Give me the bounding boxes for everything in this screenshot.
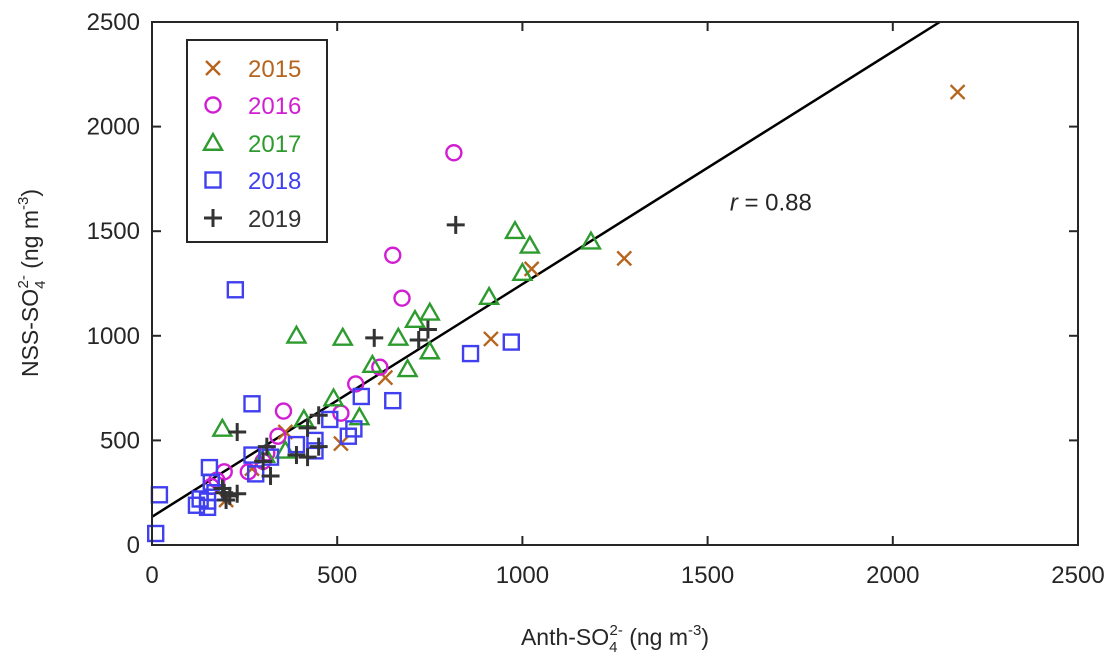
plot-area-frame: [151, 21, 1079, 546]
data-point-2019: [215, 483, 234, 502]
data-point-2015: [483, 331, 499, 347]
data-points-layer: [147, 84, 966, 543]
data-point-2016: [332, 404, 350, 422]
data-point-2018: [187, 496, 206, 514]
data-point-2018: [502, 333, 520, 351]
data-point-2017: [503, 219, 527, 240]
data-point-2017: [418, 340, 441, 360]
legend-label-2018: 2018: [248, 168, 301, 195]
x-axis-label: Anth-SO42- (ng m-3): [521, 622, 709, 656]
series-2015: [218, 84, 966, 508]
data-point-2017: [396, 357, 419, 378]
x-tick-label: 0: [145, 562, 158, 589]
legend-label-2017: 2017: [248, 131, 301, 158]
data-point-2019: [257, 437, 276, 456]
data-point-2019: [365, 328, 384, 347]
data-point-2017: [518, 234, 541, 254]
data-point-2019: [261, 466, 280, 485]
x-tick-label: 2000: [866, 562, 919, 589]
data-point-2018: [384, 391, 402, 410]
y-tick-label: 1000: [87, 323, 140, 350]
data-point-2017: [477, 285, 501, 306]
y-tick-label: 2500: [87, 9, 140, 36]
series-2017: [211, 219, 602, 463]
data-point-2015: [616, 250, 633, 267]
data-point-2018: [243, 395, 261, 413]
legend-marker-2015: [205, 60, 221, 76]
data-point-2019: [213, 479, 232, 498]
data-point-2019: [309, 406, 328, 425]
legend-markers: [201, 60, 225, 227]
data-point-2019: [409, 330, 428, 349]
y-axis-label: NSS-SO42- (ng m-3): [15, 189, 49, 377]
data-point-2018: [339, 427, 358, 445]
data-point-2016: [445, 144, 463, 162]
data-point-2016: [274, 402, 293, 420]
data-point-2018: [226, 281, 245, 299]
y-tick-label: 0: [127, 532, 140, 559]
data-point-2019: [298, 418, 317, 437]
data-point-2017: [579, 230, 602, 250]
data-point-2018: [243, 446, 261, 464]
data-point-2016: [384, 246, 402, 264]
data-point-2019: [228, 423, 247, 442]
data-point-2019: [298, 448, 317, 467]
data-point-2017: [418, 301, 441, 321]
data-point-2017: [331, 326, 354, 346]
data-point-2018: [352, 387, 370, 406]
data-point-2017: [211, 417, 234, 437]
x-tick-label: 1000: [496, 562, 549, 589]
legend-label-2019: 2019: [248, 206, 301, 233]
x-tick-label: 500: [317, 562, 357, 589]
data-point-2017: [403, 308, 427, 329]
correlation-annotation: r = 0.88: [730, 189, 812, 216]
x-tick-label: 1500: [681, 562, 734, 589]
legend-label-2015: 2015: [248, 56, 301, 83]
x-tick-label: 2500: [1051, 562, 1104, 589]
data-point-2017: [361, 353, 384, 374]
data-point-2017: [511, 261, 534, 281]
data-point-2015: [949, 84, 966, 100]
data-point-2017: [387, 326, 410, 346]
data-point-2017: [322, 387, 345, 407]
axis-ticks: 0 500 1000 1500 2000 2500 0 500 1000 1500 2000 2500: [87, 9, 1105, 589]
data-point-2019: [446, 215, 465, 234]
data-point-2018: [321, 410, 339, 429]
legend: 2015 2016 2017 2018 2019: [186, 39, 328, 243]
data-point-2018: [247, 465, 265, 483]
series-2019: [213, 215, 465, 510]
data-point-2019: [309, 437, 328, 456]
data-point-2016: [393, 289, 411, 307]
data-point-2018: [461, 344, 480, 363]
data-point-2016: [269, 427, 287, 445]
data-point-2018: [147, 524, 165, 543]
y-tick-label: 500: [100, 427, 140, 454]
legend-marker-2016: [204, 96, 222, 114]
data-point-2018: [198, 498, 217, 517]
data-point-2016: [371, 358, 389, 376]
data-point-2017: [285, 324, 308, 344]
data-point-2019: [418, 320, 437, 339]
data-point-2017: [348, 405, 371, 426]
legend-marker-2019: [204, 209, 222, 227]
y-tick-label: 1500: [87, 218, 140, 245]
legend-marker-2018: [204, 171, 222, 189]
legend-label-2016: 2016: [248, 93, 301, 120]
data-point-2019: [287, 446, 306, 465]
data-point-2017: [292, 408, 315, 428]
legend-marker-2017: [201, 131, 225, 151]
y-tick-label: 2000: [87, 114, 140, 141]
data-point-2018: [202, 473, 220, 491]
data-point-2018: [150, 486, 169, 504]
data-point-2019: [254, 452, 273, 471]
data-point-2016: [347, 375, 365, 393]
